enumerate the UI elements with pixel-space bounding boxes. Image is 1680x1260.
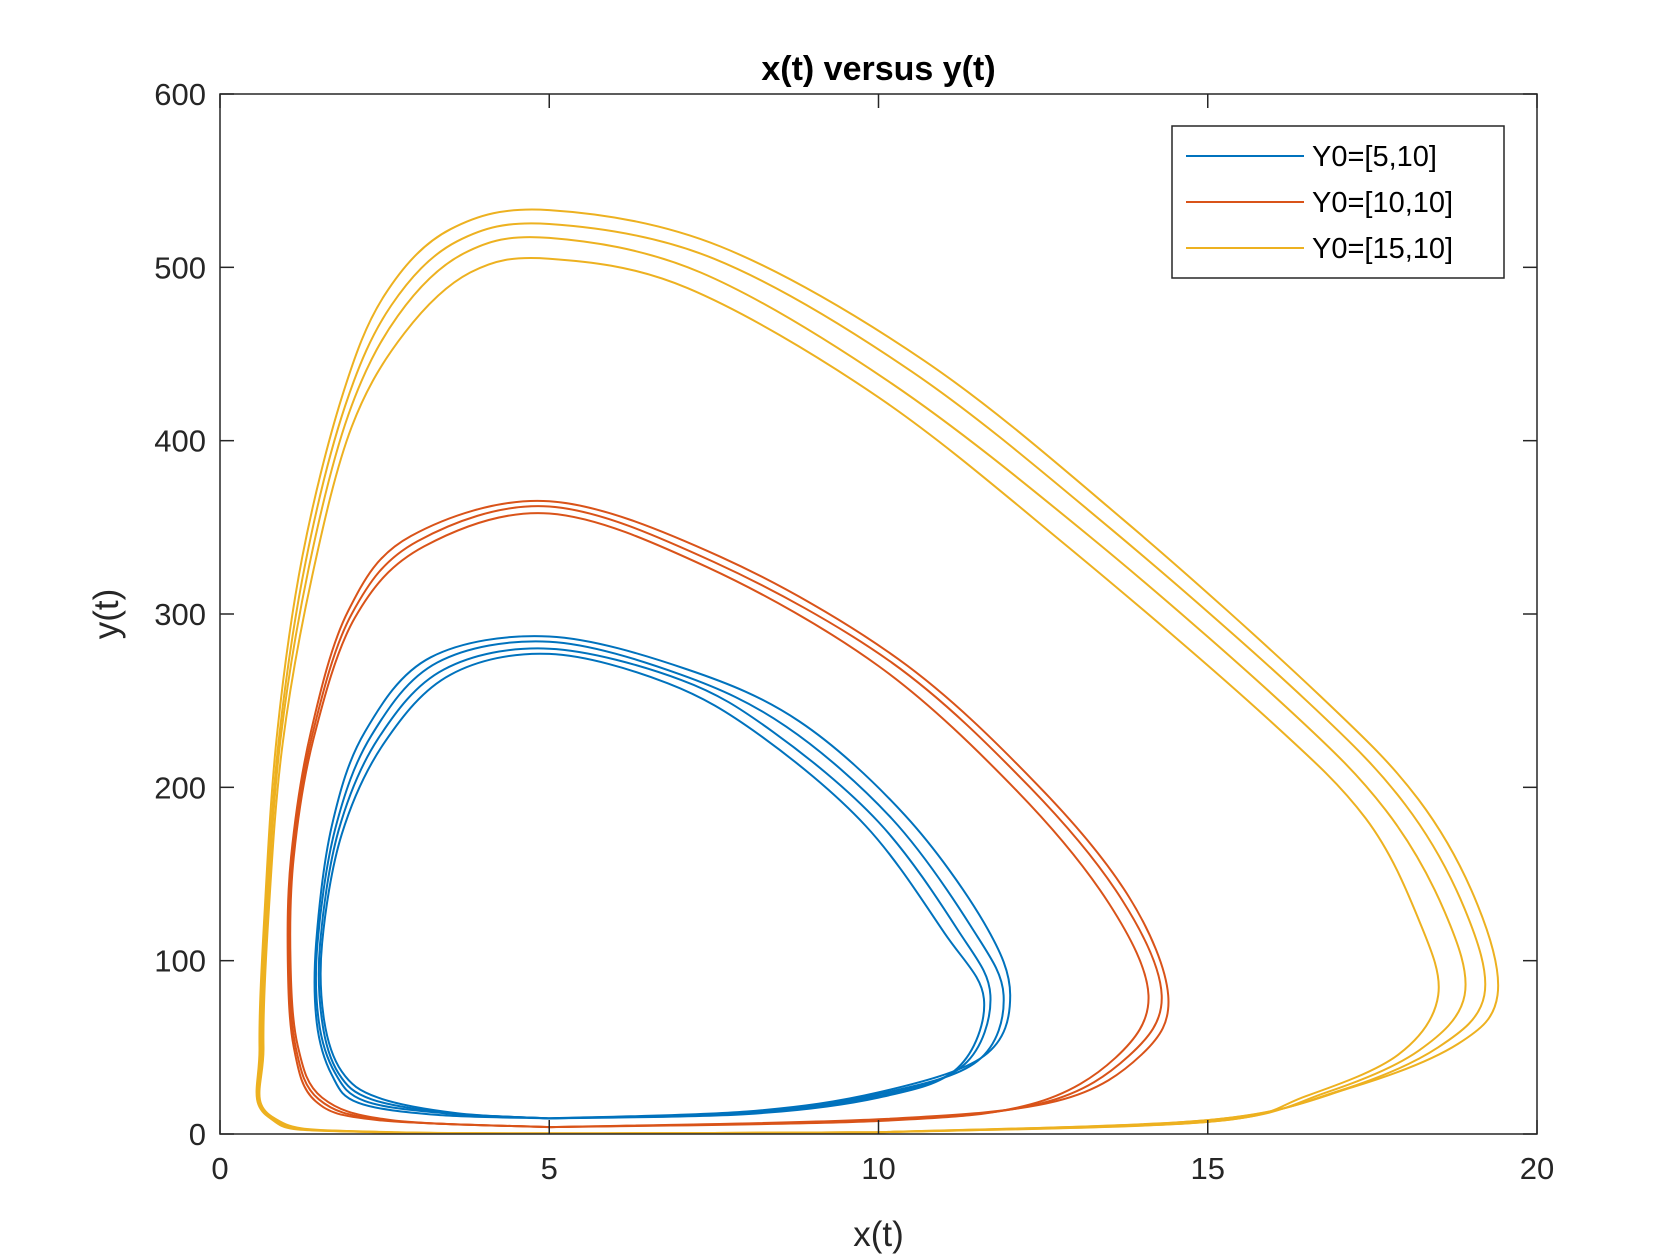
- legend-label: Y0=[5,10]: [1312, 141, 1437, 173]
- x-tick-label: 20: [1520, 1151, 1554, 1186]
- legend-label: Y0=[10,10]: [1312, 187, 1453, 219]
- x-tick-label: 5: [541, 1151, 558, 1186]
- y-tick-label: 500: [154, 250, 206, 285]
- x-tick-label: 10: [861, 1151, 895, 1186]
- x-tick-label: 0: [211, 1151, 228, 1186]
- series-3-orbit-4: [258, 256, 1440, 1135]
- legend-label: Y0=[15,10]: [1312, 233, 1453, 265]
- series-2-orbit-3: [289, 512, 1150, 1129]
- series-2-orbit-1: [287, 505, 1163, 1129]
- legend-entry: Y0=[10,10]: [1186, 187, 1453, 219]
- series-2-orbit-2: [286, 499, 1170, 1129]
- series-3-orbit-2: [255, 208, 1500, 1135]
- series-3-orbit-1: [256, 222, 1487, 1135]
- series-1-orbit-2: [314, 640, 1005, 1120]
- series-layer: [255, 208, 1500, 1135]
- y-tick-label: 200: [154, 770, 206, 805]
- x-axis-label: x(t): [853, 1215, 904, 1254]
- y-tick-label: 400: [154, 424, 206, 459]
- legend-entry: Y0=[15,10]: [1186, 233, 1453, 265]
- x-tick-label: 15: [1191, 1151, 1225, 1186]
- series-1-orbit-3: [319, 652, 986, 1120]
- y-axis-label: y(t): [87, 589, 126, 640]
- series-3-orbit-3: [257, 236, 1467, 1135]
- y-tick-label: 0: [189, 1117, 206, 1152]
- series-2: [286, 499, 1170, 1129]
- series-1: [313, 635, 1012, 1120]
- series-3: [255, 208, 1500, 1135]
- y-tick-label: 600: [154, 77, 206, 112]
- y-tick-label: 100: [154, 944, 206, 979]
- legend: Y0=[5,10] Y0=[10,10] Y0=[15,10]: [1171, 125, 1505, 279]
- legend-entry: Y0=[5,10]: [1186, 141, 1437, 173]
- series-1-orbit-4: [313, 635, 1012, 1120]
- y-tick-label: 300: [154, 597, 206, 632]
- chart-title: x(t) versus y(t): [761, 50, 995, 88]
